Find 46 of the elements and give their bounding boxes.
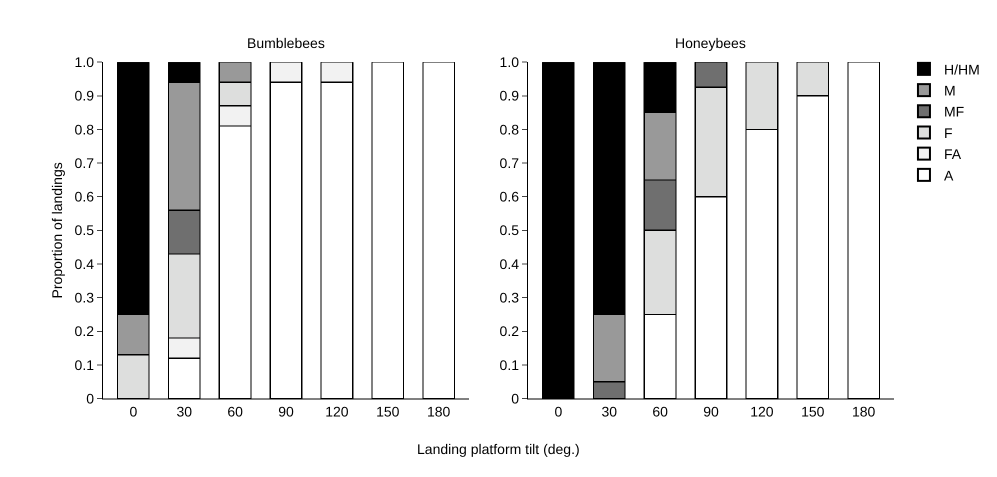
x-tick-label: 150	[376, 403, 400, 420]
x-tick-label: 0	[554, 403, 562, 420]
x-tick-label: 30	[176, 403, 192, 420]
y-tick-label: 0.3	[500, 290, 520, 306]
legend-label: FA	[944, 146, 962, 162]
chart-title: Honeybees	[675, 35, 746, 51]
y-tick-label: 0.2	[74, 323, 94, 340]
y-tick-label: 0.7	[500, 154, 520, 171]
x-tick-label: 30	[601, 403, 618, 420]
legend-label: A	[944, 167, 954, 184]
x-tick-label: 90	[703, 403, 719, 420]
y-tick-label: 0.7	[74, 154, 94, 171]
y-tick-label: 0.1	[74, 356, 94, 373]
legend-label: M	[944, 82, 956, 99]
legend-label: H/HM	[944, 61, 980, 78]
x-tick-label: 0	[129, 403, 138, 420]
y-tick-label: 0.8	[74, 121, 94, 138]
y-tick-label: 0.6	[74, 188, 94, 205]
y-tick-label: 0.4	[74, 256, 94, 272]
y-tick-label: 0	[86, 390, 94, 406]
x-tick-label: 60	[227, 403, 244, 420]
y-tick-label: 0	[511, 390, 520, 406]
y-tick-label: 0.5	[74, 222, 94, 238]
y-tick-label: 0.3	[74, 290, 94, 306]
y-axis-title: Proportion of landings	[49, 162, 66, 298]
y-tick-label: 0.5	[500, 222, 520, 238]
y-tick-label: 0.8	[500, 121, 520, 138]
y-tick-label: 1.0	[74, 54, 94, 70]
x-axis-title: Landing platform tilt (deg.)	[417, 441, 580, 457]
legend-label: MF	[944, 104, 964, 120]
y-tick-label: 0.9	[74, 88, 94, 104]
legend-label: F	[944, 124, 953, 141]
x-tick-label: 60	[652, 403, 668, 420]
x-tick-label: 180	[852, 403, 876, 420]
y-tick-label: 0.4	[500, 256, 520, 272]
y-tick-label: 1.0	[500, 54, 520, 70]
x-tick-label: 90	[278, 403, 294, 420]
y-tick-label: 0.9	[500, 88, 520, 104]
y-tick-label: 0.2	[500, 323, 520, 340]
x-tick-label: 180	[426, 403, 451, 420]
chart-title: Bumblebees	[247, 35, 325, 51]
y-tick-label: 0.6	[500, 188, 520, 205]
x-tick-label: 120	[750, 403, 774, 420]
x-tick-label: 150	[801, 403, 825, 420]
x-tick-label: 120	[325, 403, 349, 420]
y-tick-label: 0.1	[500, 356, 520, 373]
